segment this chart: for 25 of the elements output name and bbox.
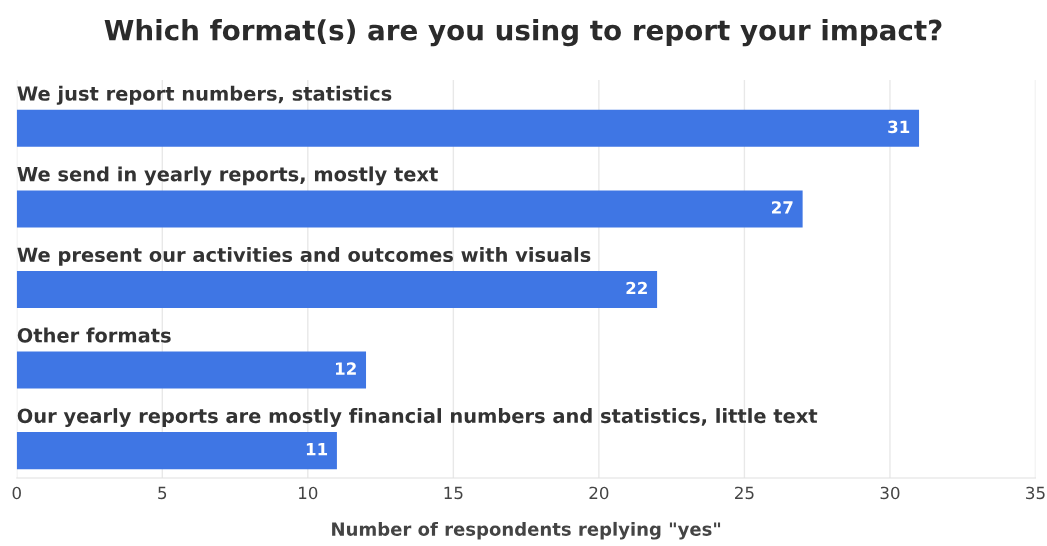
x-tick-label: 35 (1026, 486, 1045, 500)
bar (16, 432, 337, 470)
data-label: 31 (888, 120, 910, 134)
y-tick-label: Our yearly reports are mostly financial numbers and statistics, little text (17, 408, 818, 428)
bar (16, 351, 367, 389)
x-tick-label: 30 (880, 486, 900, 500)
bar (16, 270, 658, 308)
bar (16, 109, 920, 147)
data-label: 11 (306, 443, 328, 456)
data-label: 27 (772, 201, 793, 214)
x-tick-label: 10 (299, 486, 318, 500)
bar (16, 190, 803, 228)
y-tick-label: Other formats (17, 327, 171, 343)
y-tick-label: We present our activities and outcomes with visuals (17, 247, 591, 266)
data-label: 22 (626, 281, 647, 295)
x-tick-label: 15 (444, 486, 463, 500)
y-tick-label: We send in yearly reports, mostly text (17, 166, 438, 186)
x-tick-label: 25 (735, 486, 754, 500)
chart-title: Which format(s) are you using to report your impact? (104, 19, 942, 47)
x-axis-title: Number of respondents replying "yes" (332, 521, 721, 540)
x-tick-label: 5 (158, 486, 167, 500)
data-label: 12 (335, 362, 356, 375)
y-tick-label: We just report numbers, statistics (17, 85, 392, 105)
x-tick-label: 20 (589, 486, 609, 500)
x-tick-label: 0 (12, 486, 21, 500)
